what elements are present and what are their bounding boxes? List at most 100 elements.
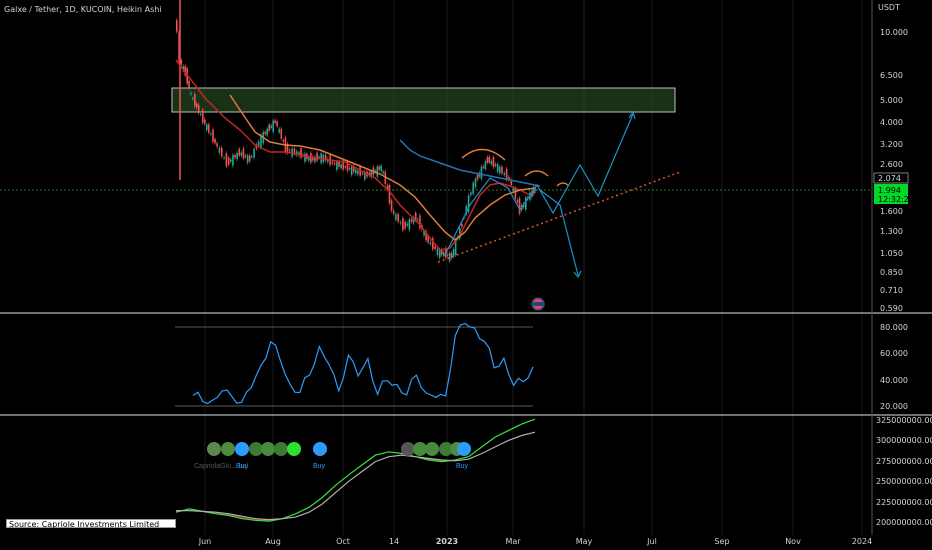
candle-body <box>350 166 353 175</box>
candle-body <box>503 173 506 175</box>
candle-body <box>282 140 285 142</box>
price-axis-tick: 6.500 <box>880 71 903 80</box>
price-axis-tick: 1.300 <box>880 227 903 236</box>
candle-body <box>236 152 238 160</box>
signal-dot <box>439 442 453 456</box>
candle-body <box>432 238 434 250</box>
candle-body <box>395 214 397 220</box>
moving-average-orange <box>229 94 536 241</box>
price-axis-ticks: 10.000 6.500 5.000 4.000 3.200 2.600 1.600 1.30… <box>880 28 908 313</box>
time-axis-tick: 14 <box>389 537 399 546</box>
candle-body <box>408 219 411 230</box>
time-axis-tick: Aug <box>265 537 281 546</box>
candle-body <box>234 155 236 158</box>
indicator-axis-tick: 325000000.00 <box>876 416 932 425</box>
rsi-axis-ticks: 80.000 60.000 40.000 20.000 <box>880 323 908 411</box>
signal-dot <box>274 442 288 456</box>
current-price-tag <box>874 184 908 204</box>
candle-body <box>490 161 493 165</box>
candle-body <box>370 171 373 178</box>
candle-body <box>223 157 225 159</box>
indicator-axis-tick: 250000000.00 <box>876 477 932 486</box>
candle-body <box>492 156 495 168</box>
candle-body <box>348 167 351 169</box>
candle-body <box>314 156 316 162</box>
indicator-axis-tick: 300000000.00 <box>876 436 932 445</box>
signal-dot <box>401 442 415 456</box>
time-axis-tick: 2024 <box>852 537 872 546</box>
candle-body <box>501 166 503 174</box>
candle-body <box>402 218 404 231</box>
signal-dot <box>207 442 221 456</box>
candle-body <box>278 128 281 133</box>
rsi-axis-tick: 40.000 <box>880 376 908 385</box>
projection-path-down <box>539 189 579 276</box>
candle-body <box>361 172 364 174</box>
candle-body <box>286 143 289 154</box>
candle-body <box>410 219 413 222</box>
price-axis-tick: 0.710 <box>880 286 903 295</box>
time-axis-tick: 2023 <box>436 537 458 546</box>
candle-body <box>298 152 300 156</box>
candle-body <box>216 143 218 147</box>
candle-body <box>291 148 293 157</box>
moving-average-red <box>175 59 531 251</box>
indicator-gray-line <box>176 431 536 521</box>
arc-annotation-2 <box>524 170 549 177</box>
price-axis-tick: 0.850 <box>880 268 903 277</box>
signal-dot <box>425 442 439 456</box>
candle-body <box>376 166 379 177</box>
candle-body <box>201 109 204 123</box>
candle-body <box>331 161 334 164</box>
candle-body <box>380 165 383 172</box>
candle-body <box>488 156 491 163</box>
candle-body <box>470 192 472 196</box>
rsi-axis-tick: 20.000 <box>880 402 908 411</box>
candle-body <box>180 60 183 65</box>
time-axis-tick: Jul <box>646 537 657 546</box>
moving-average-blue <box>399 139 541 187</box>
candle-body <box>508 177 510 180</box>
candle-body <box>412 217 415 224</box>
candle-body <box>320 153 322 163</box>
candle-body <box>498 166 501 174</box>
candle-body <box>476 174 479 180</box>
candle-body <box>324 154 327 161</box>
candle-body <box>318 156 320 158</box>
price-axis-tick: 4.000 <box>880 118 903 127</box>
candle-body <box>429 242 432 245</box>
time-axis-tick: Mar <box>505 537 521 546</box>
candle-body <box>392 210 395 214</box>
candle-body <box>442 252 445 257</box>
candle-body <box>232 155 234 166</box>
price-pane <box>0 0 872 311</box>
time-axis-tick: Jun <box>198 537 212 546</box>
prev-price-text: 2.074 <box>878 174 901 183</box>
candle-body <box>182 66 185 71</box>
candle-body <box>334 163 336 165</box>
rsi-axis-tick: 60.000 <box>880 349 908 358</box>
candle-body <box>423 231 425 236</box>
candle-body <box>480 166 483 179</box>
candle-body <box>368 172 371 176</box>
candle-body <box>244 155 247 157</box>
candle-body <box>355 169 357 174</box>
heikin-ashi-candles <box>176 0 537 264</box>
indicator-axis-tick: 225000000.00 <box>876 498 932 507</box>
candle-body <box>346 161 349 171</box>
candle-body <box>357 170 359 175</box>
candle-body <box>459 228 461 239</box>
candle-body <box>496 164 499 172</box>
candle-body <box>195 103 198 108</box>
candle-body <box>270 125 273 128</box>
indicator-pane: CapriolaGlo... bal Buy Buy Buy <box>175 418 536 522</box>
candle-body <box>293 148 296 154</box>
indicator-green-line <box>175 418 536 522</box>
candle-body <box>257 141 260 146</box>
currency-label: USDT <box>878 3 900 12</box>
price-axis-tick: 1.050 <box>880 249 903 258</box>
candle-body <box>518 197 521 214</box>
candle-body <box>397 214 400 222</box>
candle-body <box>276 121 278 127</box>
candle-body <box>454 239 457 256</box>
